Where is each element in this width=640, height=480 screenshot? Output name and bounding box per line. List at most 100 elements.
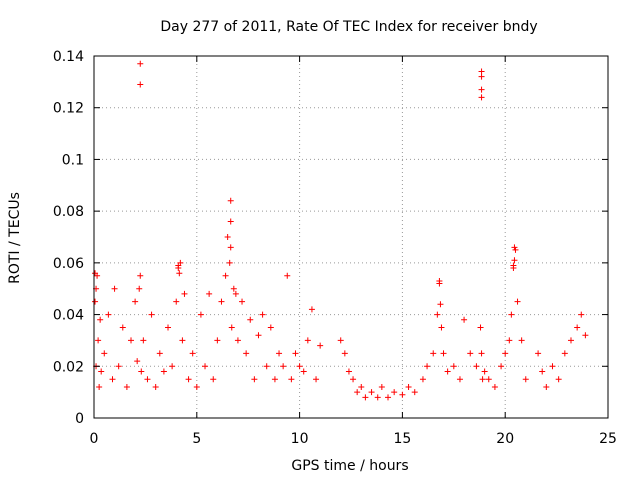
data-point <box>582 332 589 339</box>
data-point <box>485 376 492 383</box>
data-point <box>518 337 525 344</box>
data-point <box>567 337 574 344</box>
data-point <box>385 394 392 401</box>
data-point <box>105 311 112 318</box>
data-point <box>391 389 398 396</box>
data-point <box>478 73 485 80</box>
data-point <box>300 368 307 375</box>
data-point <box>478 68 485 75</box>
data-point <box>137 81 144 88</box>
data-point <box>368 389 375 396</box>
data-point <box>440 350 447 357</box>
data-point <box>362 394 369 401</box>
data-point <box>276 350 283 357</box>
data-point <box>514 298 521 305</box>
data-point <box>574 324 581 331</box>
data-point <box>317 342 324 349</box>
data-point <box>444 368 451 375</box>
data-point <box>337 337 344 344</box>
y-axis-ticks: 0 0.02 0.04 0.06 0.08 0.1 0.12 0.14 <box>53 49 608 427</box>
chart-title: Day 277 of 2011, Rate Of TEC Index for r… <box>160 19 537 35</box>
data-point <box>210 376 217 383</box>
data-point <box>399 391 406 398</box>
data-point <box>478 350 485 357</box>
data-point <box>508 311 515 318</box>
data-point <box>227 197 234 204</box>
x-tick-label: 15 <box>393 431 411 447</box>
data-point <box>197 311 204 318</box>
data-point <box>218 298 225 305</box>
y-tick-label: 0.1 <box>62 152 84 168</box>
data-point <box>92 270 99 277</box>
data-point <box>181 290 188 297</box>
data-point <box>512 246 519 253</box>
y-tick-label: 0.12 <box>53 101 84 117</box>
data-points <box>92 60 589 401</box>
data-point <box>511 257 518 264</box>
x-tick-label: 5 <box>192 431 201 447</box>
data-point <box>479 376 486 383</box>
data-point <box>477 324 484 331</box>
data-point <box>378 383 385 390</box>
data-point <box>437 301 444 308</box>
data-point <box>263 363 270 370</box>
data-point <box>95 337 102 344</box>
data-point <box>284 272 291 279</box>
data-point <box>224 234 231 240</box>
data-point <box>109 376 116 383</box>
data-point <box>179 337 186 344</box>
data-point <box>98 368 105 375</box>
data-point <box>160 368 167 375</box>
data-point <box>502 350 509 357</box>
y-tick-label: 0.08 <box>53 204 84 220</box>
data-point <box>227 244 234 251</box>
data-point <box>134 358 141 365</box>
data-point <box>222 272 229 279</box>
data-point <box>411 389 418 396</box>
x-tick-label: 20 <box>496 431 514 447</box>
data-point <box>175 262 182 269</box>
data-point <box>304 337 311 344</box>
data-point <box>434 311 441 318</box>
data-point <box>234 337 241 344</box>
data-point <box>156 350 163 357</box>
data-point <box>478 94 485 101</box>
data-point <box>140 337 147 344</box>
data-point <box>288 376 295 383</box>
data-point <box>473 363 480 370</box>
data-point <box>467 350 474 357</box>
data-point <box>96 383 103 390</box>
data-point <box>510 262 517 269</box>
data-point <box>535 350 542 357</box>
grid-lines <box>94 56 608 418</box>
data-point <box>358 383 365 390</box>
data-point <box>450 363 457 370</box>
data-point <box>350 376 357 383</box>
data-point <box>341 350 348 357</box>
data-point <box>522 376 529 383</box>
data-point <box>456 376 463 383</box>
data-point <box>132 298 139 305</box>
data-point <box>438 324 445 331</box>
y-axis-title: ROTI / TECUs <box>7 192 23 284</box>
data-point <box>137 60 144 67</box>
data-point <box>405 383 412 390</box>
data-point <box>92 298 99 305</box>
data-point <box>561 350 568 357</box>
data-point <box>345 368 352 375</box>
data-point <box>115 363 122 370</box>
data-point <box>430 350 437 357</box>
data-point <box>271 376 278 383</box>
y-tick-label: 0.02 <box>53 359 84 375</box>
data-point <box>374 394 381 401</box>
data-point <box>308 306 315 313</box>
x-tick-label: 10 <box>291 431 309 447</box>
x-tick-label: 0 <box>90 431 99 447</box>
data-point <box>137 272 144 279</box>
data-point <box>138 368 145 375</box>
data-point <box>549 363 556 370</box>
data-point <box>247 316 254 323</box>
data-point <box>481 368 488 375</box>
data-point <box>227 218 234 225</box>
x-axis-title: GPS time / hours <box>291 458 408 474</box>
